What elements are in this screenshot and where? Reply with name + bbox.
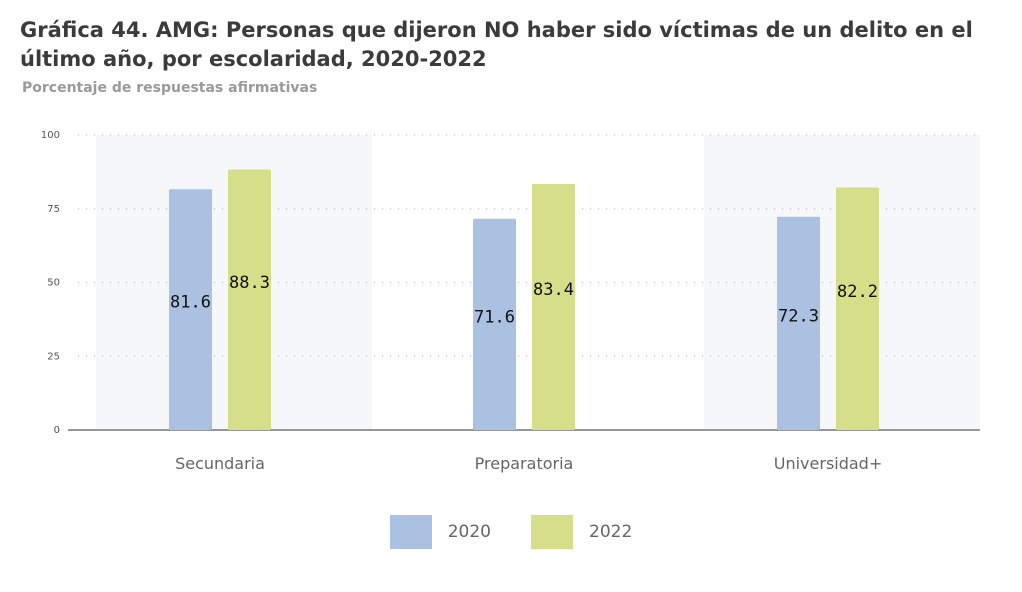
data-label: 71.6 bbox=[474, 307, 515, 327]
y-tick-label: 50 bbox=[47, 278, 60, 289]
data-label: 72.3 bbox=[778, 306, 819, 326]
chart-title: Gráfica 44. AMG: Personas que dijeron NO… bbox=[20, 18, 973, 71]
legend-label-2020: 2020 bbox=[447, 522, 491, 542]
x-category-label: Universidad+ bbox=[774, 454, 883, 473]
bar-2022-secundaria bbox=[228, 169, 271, 430]
bar-2020-universidad bbox=[777, 216, 820, 430]
y-tick-label: 25 bbox=[47, 351, 60, 362]
chart-subtitle: Porcentaje de respuestas afirmativas bbox=[22, 80, 318, 96]
y-tick-label: 100 bbox=[41, 130, 60, 141]
legend-item-2020[interactable]: 2020 bbox=[389, 515, 491, 549]
bar-2022-preparatoria bbox=[532, 183, 575, 430]
legend-swatch-2020 bbox=[389, 515, 432, 549]
y-tick-label: 75 bbox=[47, 204, 60, 215]
legend-label-2022: 2022 bbox=[589, 522, 633, 542]
bar-2020-preparatoria bbox=[473, 218, 516, 430]
legend: 2020 2022 bbox=[0, 515, 1022, 549]
x-category-label: Secundaria bbox=[175, 454, 265, 473]
bar-chart: 0 25 50 75 100 81.6 88.3 Secundaria 71.6 83.4 Prep… bbox=[41, 130, 980, 473]
legend-item-2022[interactable]: 2022 bbox=[531, 515, 632, 549]
data-label: 81.6 bbox=[170, 293, 211, 313]
bar-2022-universidad bbox=[836, 187, 879, 430]
legend-swatch-2022 bbox=[531, 515, 573, 549]
data-label: 83.4 bbox=[533, 280, 574, 300]
data-label: 82.2 bbox=[837, 282, 878, 302]
bar-2020-secundaria bbox=[169, 189, 212, 430]
x-category-label: Preparatoria bbox=[475, 454, 574, 473]
y-tick-label: 0 bbox=[54, 425, 60, 436]
data-label: 88.3 bbox=[229, 273, 270, 293]
